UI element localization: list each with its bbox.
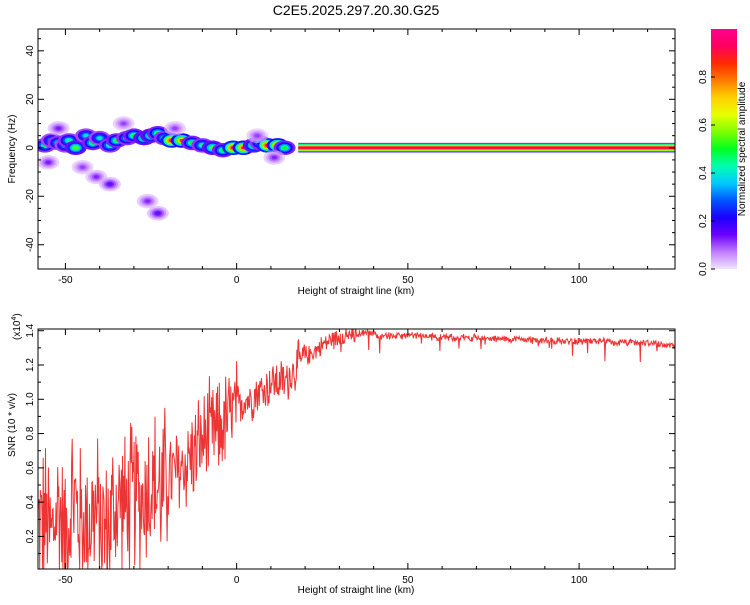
snr-scale-text: (x104) bbox=[11, 313, 23, 340]
spectral-blob bbox=[98, 176, 121, 192]
spectral-blob bbox=[38, 155, 60, 170]
spectral-blob bbox=[136, 193, 159, 209]
snr-y-tick-label: 1.4 bbox=[25, 323, 36, 337]
blob-ring bbox=[282, 146, 287, 150]
heatmap-marks bbox=[38, 116, 675, 221]
colorbar-ticks: 0.0 0.2 0.4 0.6 0.8 bbox=[698, 70, 715, 276]
blob-ring bbox=[121, 121, 127, 126]
blob-ring bbox=[66, 138, 72, 143]
heatmap-x-tick-label: 50 bbox=[402, 275, 414, 286]
snr-y-tick-label: 1.2 bbox=[25, 358, 36, 372]
spectral-blob bbox=[146, 205, 169, 221]
snr-x-tick-label: 0 bbox=[234, 575, 240, 586]
colorbar: 0.0 0.2 0.4 0.6 0.8 Normalized spectral ampl… bbox=[698, 29, 748, 276]
snr-x-tick-label: -50 bbox=[58, 575, 73, 586]
heatmap-y-tick-label: -40 bbox=[25, 237, 36, 252]
line-band-layer bbox=[298, 146, 675, 149]
snr-scale-label: (x104) bbox=[11, 313, 23, 340]
blob-ring bbox=[254, 134, 260, 138]
heatmap-y-label: Frequency (Hz) bbox=[7, 115, 18, 184]
blob-ring bbox=[172, 126, 178, 130]
heatmap-x-tick-label: 0 bbox=[234, 275, 240, 286]
heatmap-y-tick-label: 20 bbox=[25, 93, 36, 105]
colorbar-tick-label: 0.8 bbox=[698, 70, 709, 84]
heatmap-panel: -50 0 50 100 -40 -20 0 20 40 Height of straight… bbox=[7, 28, 676, 297]
spectral-blob bbox=[112, 116, 135, 131]
snr-panel: -50 0 50 100 0.2 0.4 0.6 0.8 1.0 1.2 1.4 Height o… bbox=[7, 313, 676, 596]
snr-y-tick-label: 0.4 bbox=[25, 495, 36, 509]
heatmap-x-ticks: -50 0 50 100 bbox=[58, 29, 649, 286]
heatmap-x-tick-label: -50 bbox=[58, 275, 73, 286]
heatmap-frame bbox=[37, 28, 676, 270]
snr-scale-exponent: 4 bbox=[11, 317, 18, 321]
heatmap-x-label: Height of straight line (km) bbox=[298, 286, 415, 297]
snr-y-tick-label: 0.2 bbox=[25, 529, 36, 543]
snr-y-ticks: 0.2 0.4 0.6 0.8 1.0 1.2 1.4 bbox=[25, 323, 675, 555]
blob-ring bbox=[271, 155, 277, 160]
heatmap-y-tick-label: 0 bbox=[25, 145, 36, 151]
figure-title: C2E5.2025.297.20.30.G25 bbox=[273, 2, 440, 18]
blob-ring bbox=[97, 136, 103, 140]
snr-frame bbox=[37, 328, 676, 570]
snr-y-label: SNR (10 * v/v) bbox=[7, 393, 18, 457]
colorbar-gradient bbox=[711, 29, 737, 269]
spectral-blob bbox=[71, 159, 94, 175]
spectral-blob bbox=[47, 121, 70, 136]
snr-scale-suffix: ) bbox=[12, 313, 23, 316]
blob-ring bbox=[155, 211, 161, 215]
colorbar-tick-label: 0.2 bbox=[698, 214, 709, 228]
snr-marks bbox=[38, 329, 675, 569]
blob-ring bbox=[80, 165, 85, 169]
colorbar-tick-label: 0.0 bbox=[698, 262, 709, 276]
blob-ring bbox=[107, 182, 113, 186]
snr-x-ticks: -50 0 50 100 bbox=[58, 329, 649, 586]
heatmap-y-tick-label: 40 bbox=[25, 45, 36, 57]
snr-scale-prefix: (x10 bbox=[12, 320, 23, 340]
colorbar-label: Normalized spectral amplitude bbox=[737, 81, 748, 216]
snr-y-tick-label: 0.6 bbox=[25, 460, 36, 474]
heatmap-y-tick-label: -20 bbox=[25, 189, 36, 204]
heatmap-y-ticks: -40 -20 0 20 40 bbox=[25, 38, 675, 270]
blob-ring bbox=[73, 146, 79, 150]
blob-ring bbox=[83, 134, 89, 138]
blob-ring bbox=[93, 175, 99, 179]
blob-ring bbox=[145, 199, 151, 203]
snr-x-tick-label: 50 bbox=[402, 575, 414, 586]
spectral-blob bbox=[164, 121, 186, 136]
colorbar-tick-label: 0.6 bbox=[698, 118, 709, 132]
heatmap-x-tick-label: 100 bbox=[571, 275, 588, 286]
snr-x-label: Height of straight line (km) bbox=[298, 585, 415, 596]
snr-y-tick-label: 0.8 bbox=[25, 426, 36, 440]
colorbar-tick-label: 0.4 bbox=[698, 166, 709, 180]
blob-ring bbox=[56, 126, 61, 130]
spectral-blob bbox=[246, 128, 269, 143]
spectral-blob bbox=[263, 150, 286, 165]
snr-series-line bbox=[38, 329, 675, 569]
blob-ring bbox=[45, 160, 51, 164]
snr-x-tick-label: 100 bbox=[571, 575, 588, 586]
spectral-blob bbox=[64, 140, 87, 156]
snr-y-tick-label: 1.0 bbox=[25, 392, 36, 406]
